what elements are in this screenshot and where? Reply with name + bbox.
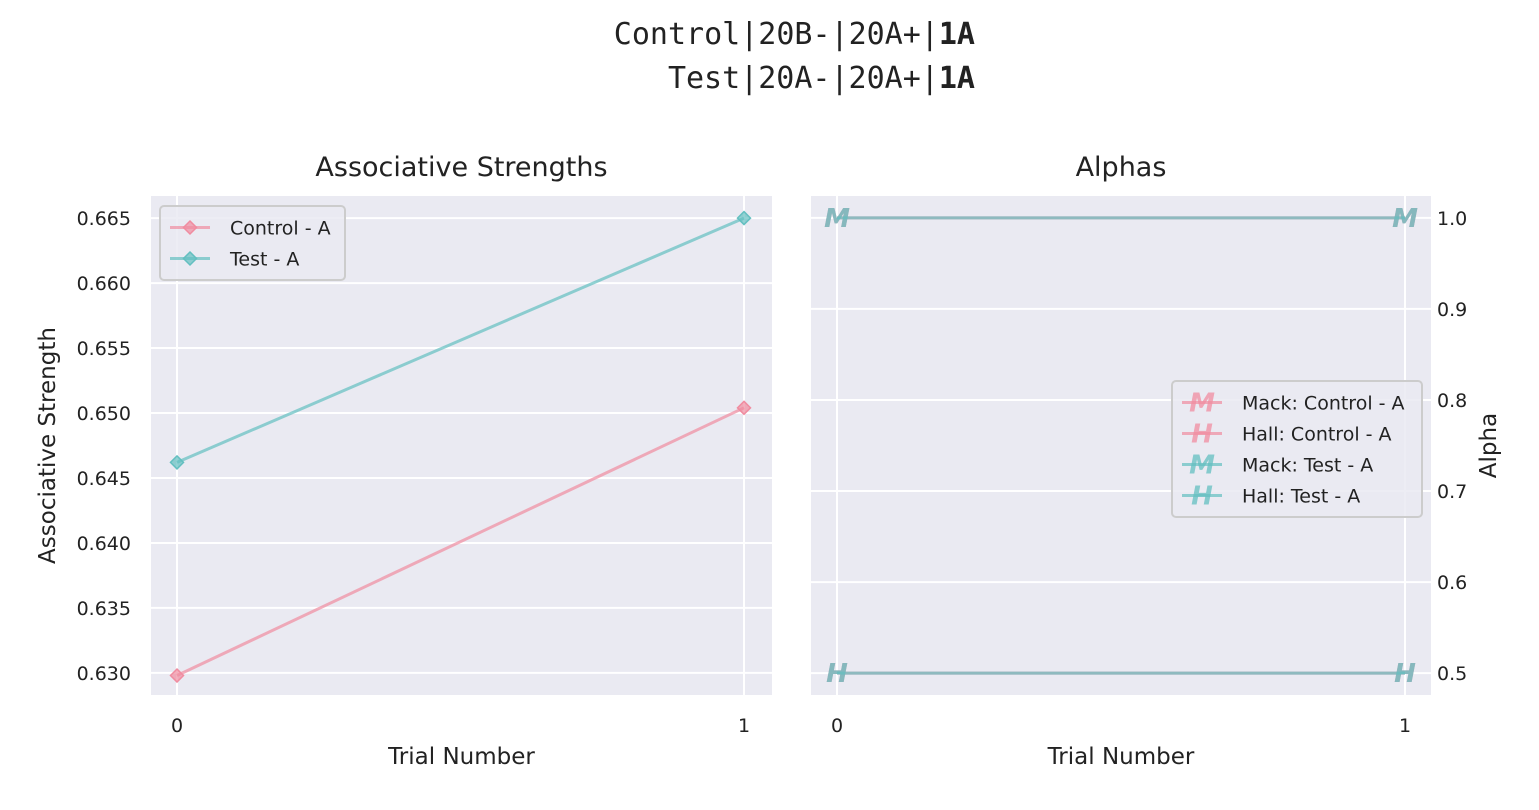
y-tick-label: 0.5 <box>1437 663 1467 685</box>
legend-entry: Mack: Control - A <box>1242 393 1405 415</box>
y-tick-label: 0.635 <box>77 598 131 620</box>
y-tick-label: 0.645 <box>77 468 131 490</box>
y-tick-label: 1.0 <box>1437 208 1467 230</box>
x-tick-label: 0 <box>831 715 843 737</box>
data-point <box>169 454 185 470</box>
suptitle-line-2: Test|20A-|20A+|1A <box>668 61 975 96</box>
legend-marker: H <box>1191 420 1213 450</box>
legend-entry: Control - A <box>230 218 331 240</box>
legend-entry: Hall: Test - A <box>1242 486 1360 508</box>
associative-strengths-panel: 0 1 0.630 0.635 0.640 0.645 0.650 0.655 0.660 0.6… <box>35 152 772 770</box>
y-tick-label: 0.8 <box>1437 390 1467 412</box>
suptitle-line-1-prefix: Control|20B-|20A+| <box>614 17 939 52</box>
chart-title: Associative Strengths <box>315 152 607 183</box>
x-axis-label: Trial Number <box>1047 744 1195 770</box>
y-tick-label: 0.9 <box>1437 299 1467 321</box>
legend-entry: Hall: Control - A <box>1242 424 1392 446</box>
chart-title: Alphas <box>1076 152 1167 183</box>
y-tick-label: 0.665 <box>77 208 131 230</box>
legend: Control - A Test - A <box>159 205 346 281</box>
legend-frame <box>159 205 346 281</box>
data-point <box>736 400 752 416</box>
suptitle-line-1: Control|20B-|20A+|1A <box>614 17 975 52</box>
alphas-panel: 0 1 0.5 0.6 0.7 0.8 0.9 1.0 Alphas Trial Number Al… <box>811 152 1502 770</box>
series-line <box>176 406 745 677</box>
y-tick-label: 0.6 <box>1437 572 1467 594</box>
x-tick-label: 0 <box>171 715 183 737</box>
legend-frame <box>1171 380 1423 518</box>
y-tick-label: 0.640 <box>77 533 131 555</box>
legend-marker: H <box>1191 482 1213 512</box>
data-point: H <box>826 659 848 689</box>
suptitle-line-2-bold: 1A <box>939 61 975 96</box>
suptitle-line-2-prefix: Test|20A-|20A+| <box>668 61 939 96</box>
x-tick-label: 1 <box>1399 715 1411 737</box>
y-axis-label: Alpha <box>1476 413 1502 478</box>
data-point: M <box>824 204 850 234</box>
legend-marker <box>182 250 198 267</box>
data-point <box>736 210 752 226</box>
y-tick-label: 0.7 <box>1437 481 1467 503</box>
y-tick-label: 0.660 <box>77 273 131 295</box>
legend-entry: Test - A <box>229 249 299 271</box>
legend-marker: M <box>1189 451 1215 481</box>
y-axis-label: Associative Strength <box>35 327 61 564</box>
series-line <box>176 216 745 464</box>
legend: M Mack: Control - A H Hall: Control - A M Mac… <box>1171 380 1423 518</box>
data-point: H <box>1394 659 1416 689</box>
x-axis-label: Trial Number <box>387 744 535 770</box>
suptitle-line-1-bold: 1A <box>939 17 975 52</box>
data-point: M <box>1392 204 1418 234</box>
legend-entry: Mack: Test - A <box>1242 455 1373 477</box>
legend-marker: M <box>1189 389 1215 419</box>
data-point: H <box>1394 659 1416 689</box>
data-point <box>169 667 185 684</box>
y-tick-label: 0.650 <box>77 403 131 425</box>
y-tick-label: 0.630 <box>77 663 131 685</box>
y-tick-label: 0.655 <box>77 338 131 360</box>
x-tick-label: 1 <box>738 715 750 737</box>
legend-marker <box>182 219 198 236</box>
